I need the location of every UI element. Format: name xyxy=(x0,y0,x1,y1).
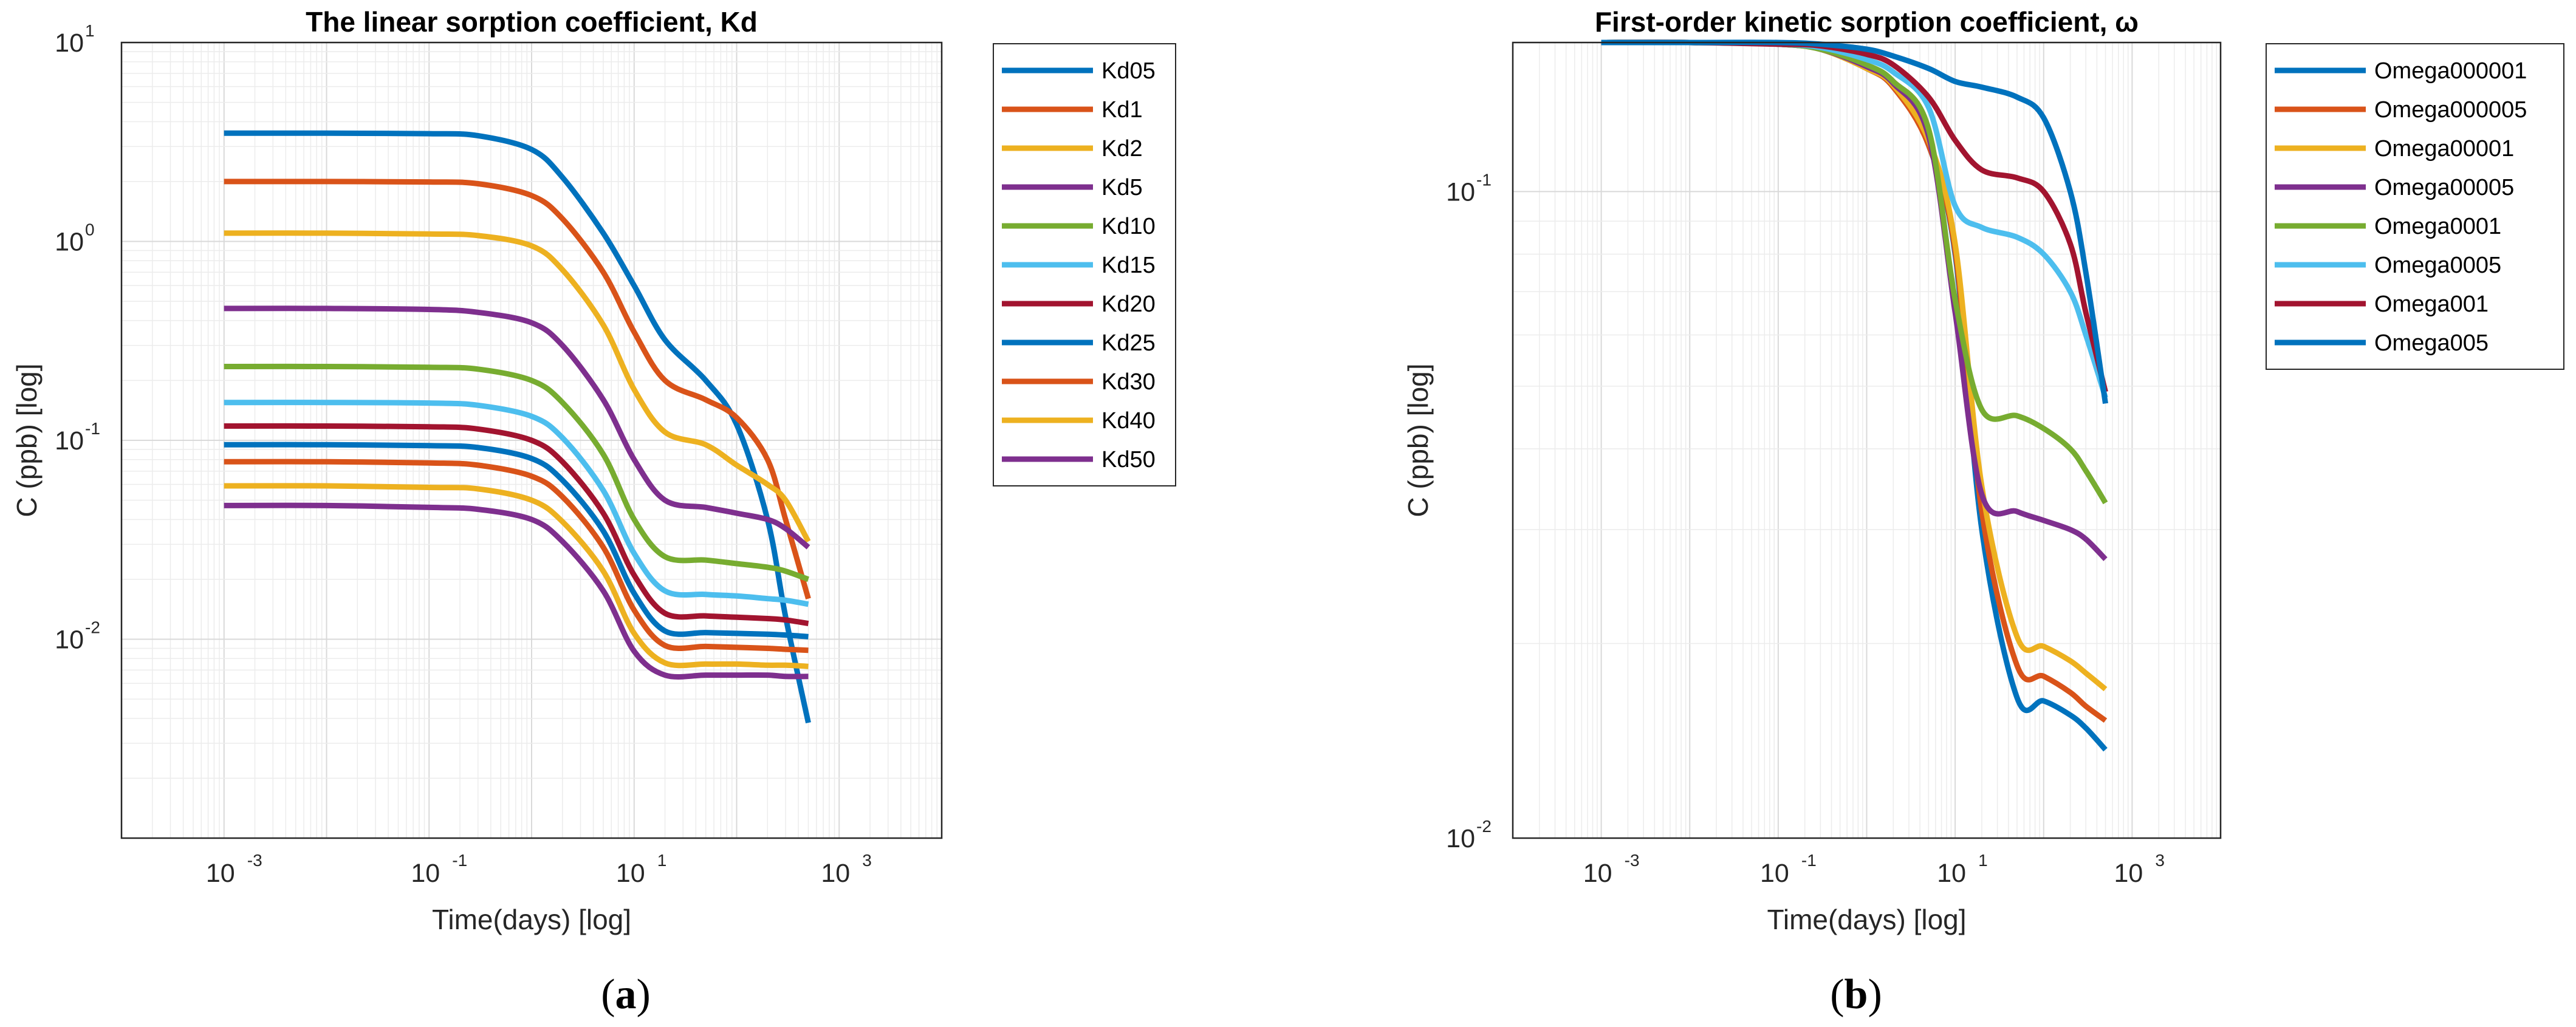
y-tick-label: 10 xyxy=(55,626,84,655)
y-tick-exponent: -2 xyxy=(1476,817,1492,836)
x-tick-exponent: -3 xyxy=(247,851,262,870)
y-axis-label: C (ppb) [log] xyxy=(1402,363,1434,517)
x-tick-label: 10 xyxy=(1937,859,1966,888)
y-tick-label: 10 xyxy=(55,426,84,455)
legend-label-Kd2: Kd2 xyxy=(1101,136,1143,162)
y-tick-exponent: 1 xyxy=(85,21,95,40)
legend-label-Kd40: Kd40 xyxy=(1101,408,1156,434)
series-line-Kd50 xyxy=(224,502,809,680)
series-line-Kd05 xyxy=(224,130,811,724)
series-line-Kd15 xyxy=(224,400,809,607)
legend-label-Kd05: Kd05 xyxy=(1101,58,1156,84)
y-tick-exponent: 0 xyxy=(85,220,95,239)
y-tick-label: 10 xyxy=(1446,824,1475,853)
legend-label-Kd15: Kd15 xyxy=(1101,253,1156,278)
series-line-Kd1 xyxy=(224,179,811,599)
x-tick-label: 10 xyxy=(206,859,235,888)
chart-panel-a: 10 -3 10 -1 10 1 10 310 -210 -110 010 1 The linear s… xyxy=(11,6,1176,1018)
legend-label-Omega005: Omega005 xyxy=(2374,330,2489,356)
x-tick-label: 10 xyxy=(616,859,645,888)
x-tick-label: 10 xyxy=(1583,859,1612,888)
series-line-Kd30 xyxy=(224,459,809,653)
legend-label-Kd30: Kd30 xyxy=(1101,369,1156,395)
legend-label-Kd20: Kd20 xyxy=(1101,292,1156,317)
y-tick-exponent: -2 xyxy=(85,618,100,637)
axes-box xyxy=(120,41,943,839)
chart-title: First-order kinetic sorption coefficient… xyxy=(1595,6,2139,38)
legend-label-Omega000005: Omega000005 xyxy=(2374,97,2527,123)
legend-label-Omega00001: Omega00001 xyxy=(2374,136,2514,162)
x-tick-label: 10 xyxy=(1760,859,1789,888)
y-tick-label: 10 xyxy=(1446,177,1475,206)
series-lines xyxy=(1601,39,2108,752)
x-tick-exponent: 3 xyxy=(862,851,872,870)
legend-label-Omega0001: Omega0001 xyxy=(2374,214,2501,239)
x-tick-label: 10 xyxy=(411,859,440,888)
legend: Kd05 Kd1 Kd2 Kd5 Kd10 Kd15 Kd20 Kd25 Kd30 Kd40 Kd5… xyxy=(993,43,1176,486)
series-line-Kd20 xyxy=(224,423,809,627)
y-axis-label: C (ppb) [log] xyxy=(11,363,43,517)
x-tick-exponent: -1 xyxy=(1801,851,1817,870)
axes-box xyxy=(1512,41,2222,839)
legend-label-Kd25: Kd25 xyxy=(1101,330,1156,356)
x-tick-exponent: -3 xyxy=(1625,851,1640,870)
series-line-Kd2 xyxy=(224,230,811,543)
series-line-Kd40 xyxy=(224,483,809,669)
legend-label-Kd50: Kd50 xyxy=(1101,447,1156,473)
chart-title: The linear sorption coefficient, Kd xyxy=(306,6,758,38)
series-lines xyxy=(224,130,811,724)
series-line-Kd10 xyxy=(224,363,810,582)
x-tick-exponent: 1 xyxy=(1978,851,1988,870)
legend-label-Omega0005: Omega0005 xyxy=(2374,253,2501,278)
legend-label-Omega001: Omega001 xyxy=(2374,292,2489,317)
x-axis-label: Time(days) [log] xyxy=(1767,904,1966,935)
x-tick-label: 10 xyxy=(821,859,850,888)
y-tick-label: 10 xyxy=(55,29,84,58)
y-tick-exponent: -1 xyxy=(1476,170,1492,189)
y-tick-exponent: -1 xyxy=(85,419,100,438)
x-tick-exponent: 3 xyxy=(2155,851,2165,870)
legend-box xyxy=(2266,43,2564,370)
panel-caption: (a) xyxy=(601,971,651,1018)
legend-label-Kd10: Kd10 xyxy=(1101,214,1156,239)
legend-label-Kd1: Kd1 xyxy=(1101,97,1143,123)
series-line-Kd25 xyxy=(224,442,809,640)
legend-label-Kd5: Kd5 xyxy=(1101,175,1143,200)
legend: Omega000001 Omega000005 Omega00001 Omega000… xyxy=(2266,43,2564,370)
legend-label-Omega000001: Omega000001 xyxy=(2374,58,2527,84)
x-tick-label: 10 xyxy=(2114,859,2143,888)
x-tick-exponent: -1 xyxy=(452,851,467,870)
x-tick-exponent: 1 xyxy=(657,851,667,870)
panel-caption: (b) xyxy=(1830,971,1882,1018)
legend-label-Omega00005: Omega00005 xyxy=(2374,175,2514,200)
x-axis-label: Time(days) [log] xyxy=(432,904,631,935)
series-line-Kd5 xyxy=(224,305,810,550)
y-tick-label: 10 xyxy=(55,228,84,257)
